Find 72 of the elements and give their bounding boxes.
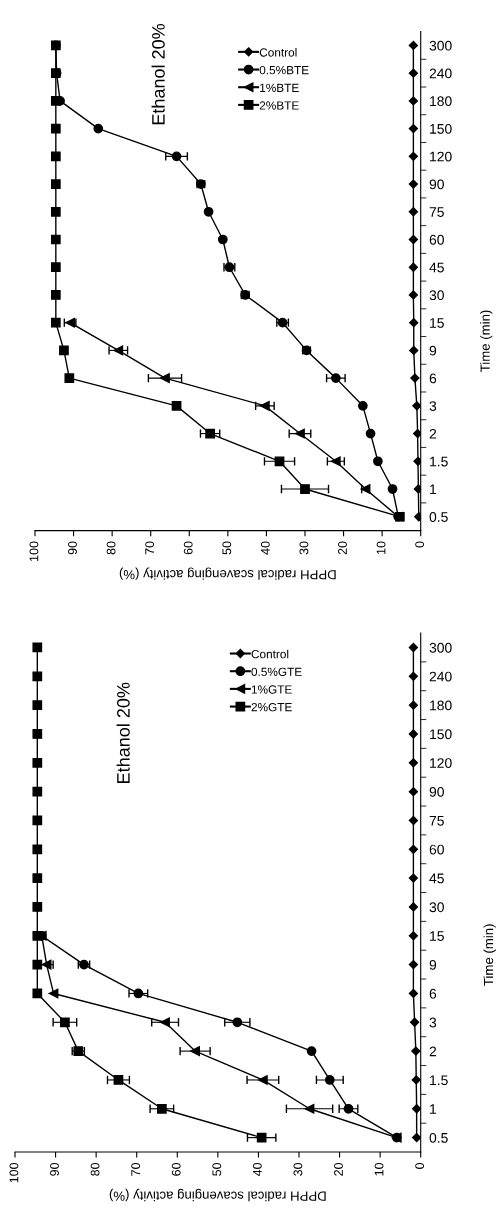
y-tick-label: 0.5 [429, 1132, 448, 1143]
y-axis-title: Time (min) [480, 310, 493, 372]
y-tick-label: 6 [429, 988, 437, 999]
x-tick-label: 50 [222, 541, 232, 555]
x-tick-label: 60 [183, 541, 193, 555]
y-tick-label: 240 [429, 671, 452, 682]
x-tick-label: 50 [212, 1162, 222, 1176]
y-tick-label: 300 [429, 642, 452, 653]
x-tick-label: 30 [293, 1162, 303, 1176]
x-axis-title: DPPH radical scavenging activity (%) [119, 567, 336, 580]
y-tick-label: 1.5 [430, 456, 448, 467]
x-tick-label: 60 [171, 1162, 181, 1176]
y-tick-label: 150 [430, 123, 452, 134]
y-tick-label: 120 [430, 151, 452, 162]
y-tick-label: 180 [430, 700, 452, 711]
y-tick-label: 180 [430, 96, 452, 107]
annotation: Ethanol 20% [116, 682, 130, 783]
y-tick-label: 60 [429, 234, 444, 245]
x-tick-label: 10 [374, 1162, 384, 1176]
x-tick-label: 80 [90, 1162, 100, 1176]
y-tick-label: 90 [429, 179, 444, 190]
x-tick-label: 0 [415, 1162, 425, 1169]
y-tick-label: 75 [429, 815, 444, 826]
x-tick-label: 40 [260, 541, 270, 555]
x-axis-title: DPPH radical scavenging activity (%) [109, 1188, 326, 1202]
y-tick-label: 0.5 [429, 512, 448, 522]
x-tick-label: 80 [106, 541, 116, 555]
y-tick-label: 30 [429, 290, 444, 301]
legend-label: 2%GTE [251, 702, 292, 712]
y-tick-label: 45 [429, 873, 444, 884]
y-tick-label: 2 [429, 1046, 437, 1057]
x-tick-label: 0 [415, 541, 425, 548]
y-tick-label: 90 [429, 786, 444, 797]
legend-label: 0.5%BTE [259, 65, 309, 75]
y-tick-label: 240 [429, 68, 452, 79]
x-tick-label: 10 [376, 541, 386, 554]
legend-label: Control [251, 649, 289, 659]
x-tick-label: 20 [334, 1162, 343, 1176]
x-tick-label: 20 [338, 541, 347, 555]
y-tick-label: 1.5 [430, 1075, 448, 1086]
x-tick-label: 90 [50, 1162, 59, 1176]
legend-label: 1%BTE [260, 83, 299, 92]
y-tick-label: 75 [429, 207, 444, 217]
y-tick-label: 150 [430, 729, 452, 740]
y-tick-label: 3 [429, 1017, 437, 1028]
y-tick-label: 30 [429, 902, 444, 913]
y-axis-title: Time (min) [483, 924, 496, 986]
x-tick-label: 100 [9, 1162, 19, 1183]
y-tick-label: 15 [430, 931, 444, 941]
y-tick-label: 300 [429, 40, 452, 51]
y-tick-label: 1 [430, 1104, 437, 1114]
y-tick-label: 45 [429, 262, 444, 273]
y-tick-label: 6 [429, 373, 437, 384]
y-tick-label: 120 [430, 758, 452, 768]
y-tick-label: 15 [430, 318, 444, 328]
y-tick-label: 2 [429, 428, 437, 439]
legend-label: Control [259, 47, 297, 57]
x-tick-label: 100 [29, 541, 39, 561]
y-tick-label: 9 [429, 345, 437, 356]
x-tick-label: 40 [252, 1162, 262, 1177]
legend-label: 1%GTE [251, 685, 292, 694]
y-tick-label: 9 [429, 959, 437, 970]
x-tick-label: 70 [145, 541, 155, 555]
annotation: Ethanol 20% [151, 23, 165, 125]
x-tick-label: 90 [68, 541, 77, 555]
y-tick-label: 60 [429, 844, 444, 855]
x-tick-label: 30 [299, 541, 309, 555]
y-tick-label: 3 [429, 401, 437, 412]
y-tick-label: 1 [430, 484, 437, 495]
x-tick-label: 70 [131, 1162, 141, 1176]
legend-label: 2%BTE [259, 101, 299, 110]
legend-label: 0.5%GTE [251, 667, 302, 676]
